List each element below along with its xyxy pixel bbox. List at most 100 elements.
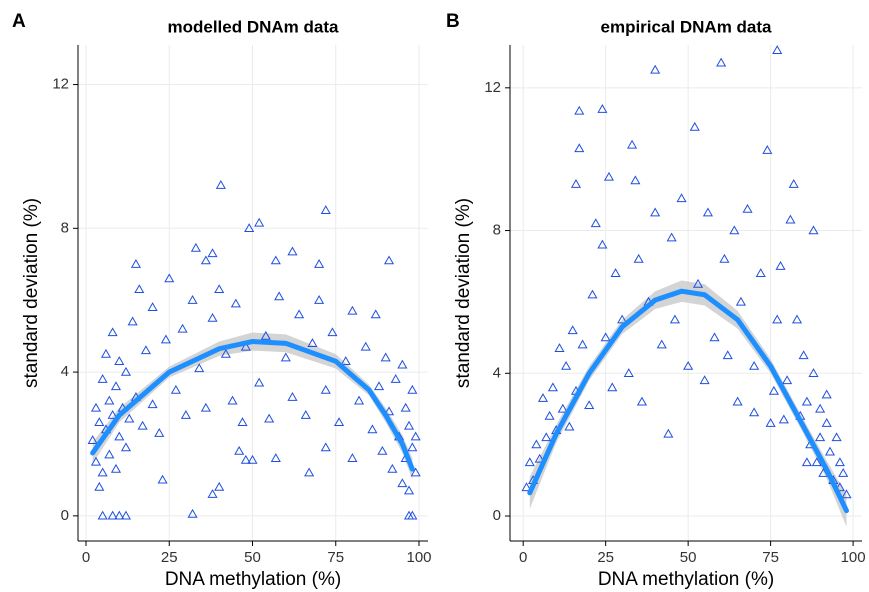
point bbox=[534, 453, 545, 463]
point bbox=[264, 413, 275, 423]
point bbox=[214, 284, 225, 294]
point bbox=[722, 350, 733, 360]
point bbox=[207, 489, 218, 498]
y-tick-label: 12 bbox=[52, 76, 69, 93]
point bbox=[689, 121, 700, 131]
point bbox=[607, 382, 618, 392]
plot-area bbox=[521, 45, 852, 527]
point bbox=[304, 467, 315, 477]
point bbox=[134, 284, 145, 294]
point bbox=[610, 268, 621, 278]
point bbox=[140, 345, 151, 355]
point bbox=[237, 417, 248, 427]
point bbox=[90, 402, 102, 412]
point bbox=[755, 268, 766, 278]
point bbox=[597, 239, 608, 249]
point bbox=[314, 294, 325, 304]
point bbox=[274, 291, 285, 301]
panel-label: B bbox=[446, 11, 460, 32]
point bbox=[669, 314, 681, 324]
x-tick-label: 100 bbox=[841, 549, 866, 566]
point bbox=[600, 332, 611, 342]
point bbox=[821, 389, 832, 399]
x-tick-label: 0 bbox=[519, 549, 527, 566]
point bbox=[347, 305, 358, 315]
point bbox=[373, 381, 385, 391]
point bbox=[244, 223, 255, 232]
point bbox=[709, 332, 720, 342]
point bbox=[287, 392, 298, 401]
point bbox=[347, 453, 358, 462]
point bbox=[207, 312, 218, 322]
point bbox=[831, 432, 842, 442]
point bbox=[775, 261, 786, 270]
point bbox=[633, 253, 644, 263]
point bbox=[97, 467, 108, 477]
chart-title: modelled DNAm data bbox=[168, 17, 340, 36]
point bbox=[154, 427, 165, 437]
point bbox=[824, 446, 836, 456]
x-tick-label: 0 bbox=[82, 549, 90, 566]
point bbox=[597, 104, 608, 113]
point bbox=[215, 179, 226, 189]
point bbox=[104, 395, 115, 405]
x-tick-label: 50 bbox=[244, 549, 261, 566]
point bbox=[164, 273, 175, 283]
point bbox=[650, 64, 661, 74]
point bbox=[190, 242, 201, 252]
y-tick-label: 8 bbox=[493, 222, 501, 239]
point bbox=[778, 414, 789, 424]
point bbox=[821, 418, 832, 427]
point bbox=[97, 510, 108, 520]
point bbox=[410, 467, 421, 477]
point bbox=[590, 218, 601, 228]
point bbox=[815, 432, 826, 442]
point bbox=[811, 457, 822, 467]
point bbox=[334, 417, 345, 427]
point bbox=[383, 406, 395, 416]
point bbox=[683, 360, 694, 370]
point bbox=[702, 207, 713, 217]
point bbox=[200, 402, 211, 412]
plot-area bbox=[87, 179, 421, 520]
point bbox=[107, 327, 118, 337]
point bbox=[314, 259, 325, 268]
point bbox=[801, 396, 812, 406]
point bbox=[300, 409, 311, 419]
point bbox=[147, 302, 158, 312]
point bbox=[801, 457, 812, 467]
point bbox=[370, 309, 381, 319]
point bbox=[200, 255, 211, 265]
point bbox=[94, 481, 105, 491]
point bbox=[187, 508, 198, 518]
point bbox=[230, 298, 241, 308]
point bbox=[187, 294, 198, 304]
point bbox=[834, 457, 845, 467]
point bbox=[567, 325, 578, 335]
point bbox=[127, 316, 138, 326]
point bbox=[234, 445, 245, 455]
point bbox=[220, 348, 231, 358]
point bbox=[114, 431, 125, 441]
point bbox=[587, 289, 598, 299]
point bbox=[397, 478, 408, 488]
point bbox=[554, 343, 565, 352]
point bbox=[666, 232, 677, 242]
point bbox=[531, 439, 542, 449]
point bbox=[841, 489, 852, 499]
point bbox=[521, 482, 532, 492]
point bbox=[360, 341, 371, 351]
point bbox=[537, 393, 549, 402]
point bbox=[170, 384, 181, 394]
point bbox=[623, 368, 634, 377]
point bbox=[180, 409, 191, 419]
point bbox=[729, 225, 740, 235]
point bbox=[400, 402, 411, 412]
point bbox=[407, 384, 418, 394]
point bbox=[808, 225, 819, 235]
point bbox=[617, 314, 628, 324]
point bbox=[214, 481, 225, 491]
point bbox=[397, 359, 408, 369]
chart-title: empirical DNAm data bbox=[601, 17, 773, 36]
